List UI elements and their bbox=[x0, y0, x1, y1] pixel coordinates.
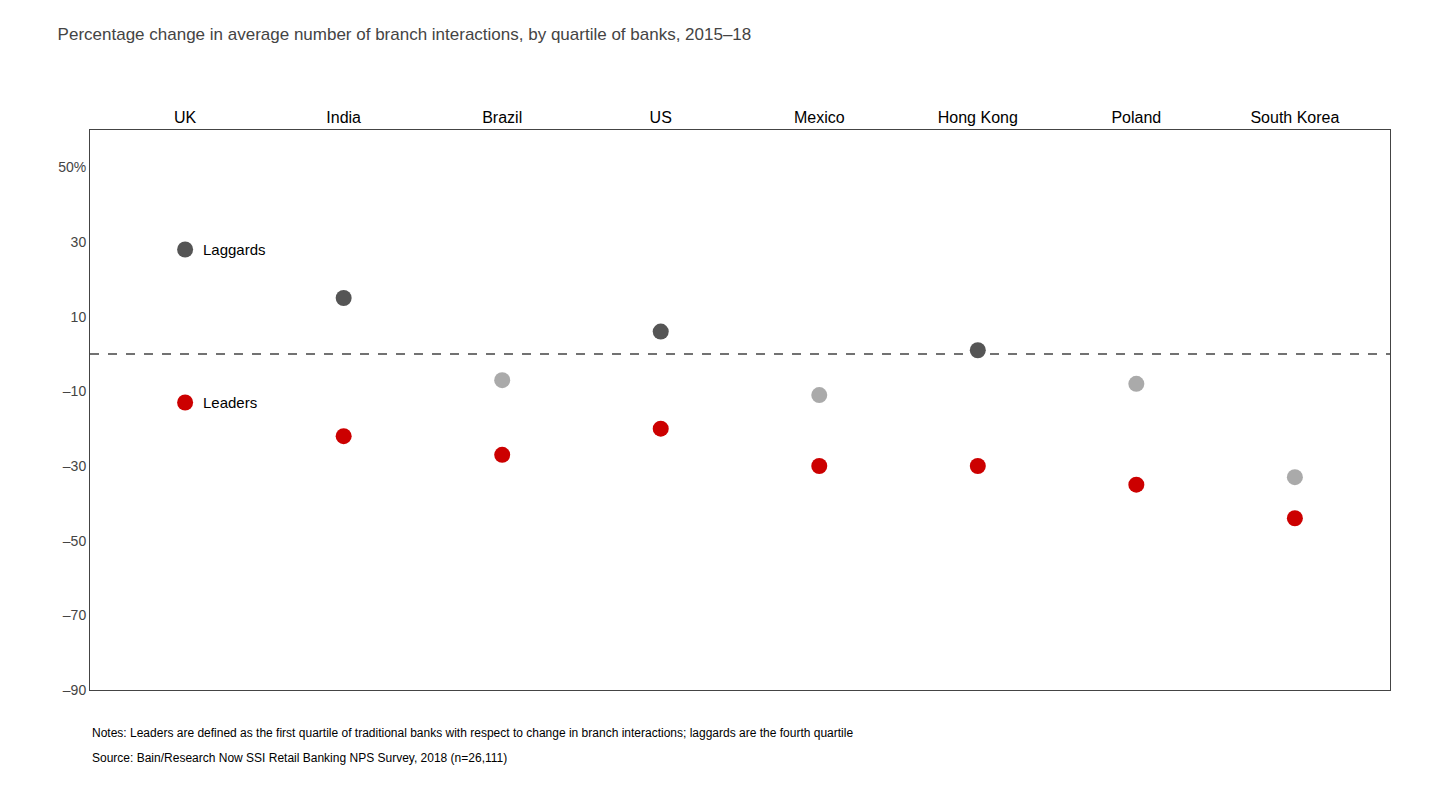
svg-text:Notes: Leaders are defined as: Notes: Leaders are defined as the first … bbox=[92, 726, 853, 740]
svg-text:UK: UK bbox=[174, 109, 197, 126]
svg-text:India: India bbox=[326, 109, 361, 126]
svg-text:Laggards: Laggards bbox=[203, 241, 266, 258]
svg-text:Leaders: Leaders bbox=[203, 394, 257, 411]
svg-text:–50: –50 bbox=[63, 533, 87, 549]
svg-text:10: 10 bbox=[71, 309, 87, 325]
svg-text:–90: –90 bbox=[63, 682, 87, 698]
svg-text:South Korea: South Korea bbox=[1250, 109, 1339, 126]
svg-text:Percentage change in average n: Percentage change in average number of b… bbox=[58, 25, 752, 44]
svg-text:50%: 50% bbox=[58, 159, 86, 175]
svg-text:US: US bbox=[650, 109, 672, 126]
svg-text:–30: –30 bbox=[63, 458, 87, 474]
svg-text:–70: –70 bbox=[63, 607, 87, 623]
svg-text:–10: –10 bbox=[63, 383, 87, 399]
svg-text:Source: Bain/Research Now SSI: Source: Bain/Research Now SSI Retail Ban… bbox=[92, 751, 507, 765]
svg-text:Brazil: Brazil bbox=[482, 109, 522, 126]
svg-text:Hong Kong: Hong Kong bbox=[938, 109, 1018, 126]
svg-text:30: 30 bbox=[71, 234, 87, 250]
svg-text:Mexico: Mexico bbox=[794, 109, 845, 126]
svg-text:Poland: Poland bbox=[1111, 109, 1161, 126]
